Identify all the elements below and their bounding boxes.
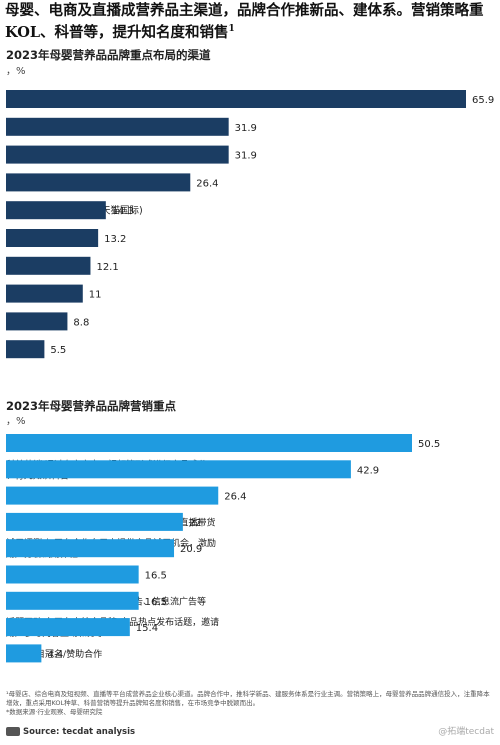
marketing-bar-chart: KOL种草,通过内容分享向粉丝圈层推广品牌和产品50.5科普营销:通过专家文章、… [6,434,440,663]
data-label: 4.4 [47,649,63,660]
data-label: 26.4 [224,492,246,503]
bar [6,256,91,275]
data-label: 50.5 [418,439,440,450]
bar [6,173,191,192]
channel-bar-chart: 母婴店65.9综合类电商(京东、淘宝等)31.9短视频/直播/社交电商31.9品… [6,90,494,359]
chart1-unit: ，% [6,66,26,77]
bar [6,486,219,505]
chart1-title: 2023年母婴营养品品牌重点布局的渠道 [6,48,211,62]
bar [6,340,45,359]
bar [6,591,139,610]
bar [6,618,130,637]
data-label: 20.9 [180,544,202,555]
bar [6,284,83,303]
bar [6,201,106,220]
data-label: 12.1 [96,262,118,273]
source-line: Source: tecdat analysis [6,727,135,737]
tecdat-logo-icon [6,727,20,736]
chart2-title: 2023年母婴营养品品牌营销重点 [6,399,177,413]
bar [6,90,466,108]
data-label: 26.4 [196,178,218,189]
bar [6,229,99,247]
data-label: 16.5 [145,597,167,608]
data-label: 15.4 [136,623,158,634]
data-label: 16.5 [145,571,167,582]
data-label: 31.9 [235,123,257,134]
bar [6,539,175,558]
bar [6,512,183,531]
chart2-unit: ，% [6,416,26,427]
data-label: 31.9 [235,151,257,162]
bar [6,565,139,584]
data-label: 11 [89,290,102,301]
page-headline: 母婴、电商及直播成营养品主渠道，品牌合作推新品、建体系。营销策略重KOL、科普等… [5,2,484,41]
watermark: @拓端tecdat [438,727,494,737]
bar [6,145,229,164]
footnote: ¹母婴店、综合电商及短视频、直播等平台成营养品企业核心渠道。品牌合作中，推科学新… [6,690,490,716]
data-label: 65.9 [472,95,494,106]
data-label: 8.8 [73,317,89,328]
bar [6,434,412,452]
bar [6,117,229,136]
data-label: 5.5 [50,345,66,356]
data-label: 22 [189,518,202,529]
data-label: 13.2 [104,234,126,245]
bar [6,312,68,331]
data-label: 42.9 [357,465,379,476]
data-label: 14.3 [112,206,134,217]
bar [6,644,42,663]
bar [6,460,351,479]
